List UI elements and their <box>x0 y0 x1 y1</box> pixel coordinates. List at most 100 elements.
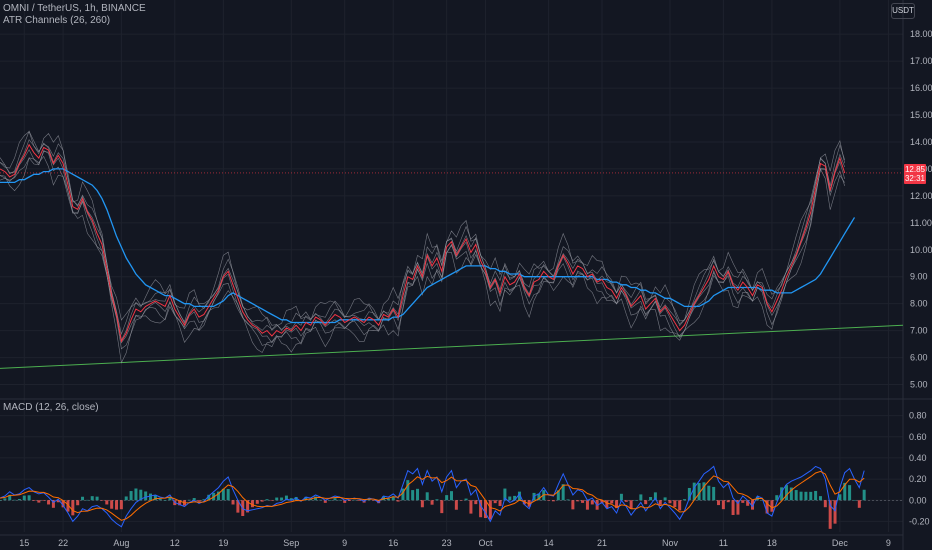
price-axis-label: 11.00 <box>910 218 932 228</box>
macd-histogram-bar <box>386 498 390 501</box>
time-axis-label: Dec <box>832 538 849 548</box>
macd-axis-label: 0.40 <box>909 453 927 463</box>
macd-histogram-bar <box>503 488 507 501</box>
macd-histogram-bar <box>561 484 565 501</box>
macd-histogram-bar <box>498 500 502 506</box>
macd-histogram-bar <box>610 500 614 504</box>
macd-histogram-bar <box>780 487 784 501</box>
macd-histogram-bar <box>47 500 51 505</box>
last-price-tag: 12.85 32:31 <box>904 163 926 184</box>
macd-histogram-bar <box>314 496 318 501</box>
macd-histogram-bar <box>280 497 284 501</box>
macd-histogram-bar <box>746 500 750 506</box>
atr-channel-lower-band <box>0 150 845 350</box>
macd-histogram-bar <box>13 499 17 501</box>
macd-histogram-bar <box>707 485 711 501</box>
trendline <box>0 324 904 369</box>
atr-channel-upper-band <box>0 130 845 336</box>
macd-histogram-bar <box>799 491 803 501</box>
currency-button[interactable]: USDT <box>891 3 915 19</box>
macd-histogram-bar <box>81 496 85 501</box>
macd-histogram-bar <box>702 482 706 501</box>
macd-histogram-bar <box>794 490 798 501</box>
time-axis-label: 23 <box>442 538 452 548</box>
time-axis-label: 9 <box>342 538 347 548</box>
macd-histogram-bar <box>231 500 235 505</box>
macd-histogram-bar <box>479 500 483 518</box>
macd-histogram-bar <box>639 494 643 501</box>
macd-histogram-bar <box>848 485 852 501</box>
macd-histogram-bar <box>202 499 206 501</box>
macd-histogram-bar <box>862 489 866 501</box>
time-axis-label: Aug <box>113 538 129 548</box>
price-axis-label: 16.00 <box>910 83 932 93</box>
price-axis-label: 7.00 <box>910 326 928 336</box>
macd-histogram-bar <box>852 500 856 501</box>
macd-histogram-bar <box>318 499 322 501</box>
macd-histogram-bar <box>3 498 7 501</box>
macd-histogram-bar <box>823 500 827 508</box>
macd-histogram-bar <box>411 490 415 501</box>
macd-histogram-bar <box>90 496 94 501</box>
macd-histogram-bar <box>537 493 541 501</box>
macd-histogram-bar <box>765 500 769 514</box>
macd-histogram-bar <box>168 497 172 501</box>
macd-histogram-bar <box>692 482 696 501</box>
macd-histogram-bar <box>401 488 405 501</box>
macd-histogram-bar <box>304 496 308 501</box>
macd-histogram-bar <box>216 491 220 501</box>
indicator-title-macd[interactable]: MACD (12, 26, close) <box>3 402 99 413</box>
macd-histogram-bar <box>619 493 623 501</box>
price-axis-label: 17.00 <box>910 56 932 66</box>
macd-histogram-bar <box>522 500 526 505</box>
macd-histogram-bar <box>323 500 327 503</box>
price-axis-label: 5.00 <box>910 380 928 390</box>
indicator-title-atr[interactable]: ATR Channels (26, 260) <box>3 15 111 26</box>
macd-histogram-bar <box>775 495 779 501</box>
time-axis-label: 19 <box>218 538 228 548</box>
macd-histogram-bar <box>547 500 551 501</box>
last-price: 12.85 <box>904 164 926 174</box>
macd-histogram-bar <box>435 499 439 501</box>
macd-histogram-bar <box>571 500 575 510</box>
macd-axis-label: 0.20 <box>909 474 927 484</box>
macd-histogram-bar <box>474 500 478 505</box>
macd-histogram-bar <box>450 491 453 501</box>
macd-histogram-bar <box>328 500 332 501</box>
time-axis-label: Nov <box>662 538 679 548</box>
macd-histogram-bar <box>396 500 400 502</box>
macd-histogram-bar <box>513 495 517 501</box>
macd-histogram-bar <box>56 500 60 503</box>
macd-histogram-bar <box>66 500 70 512</box>
macd-histogram-bar <box>551 500 555 502</box>
macd-histogram-bar <box>459 500 463 501</box>
macd-histogram-bar <box>27 495 31 501</box>
price-axis-label: 6.00 <box>910 353 928 363</box>
macd-histogram-bar <box>469 500 473 514</box>
macd-histogram-bar <box>678 500 682 511</box>
time-axis-label: 15 <box>19 538 29 548</box>
macd-histogram-bar <box>95 496 99 501</box>
macd-histogram-bar <box>760 499 764 501</box>
macd-histogram-bar <box>338 499 342 501</box>
symbol-title[interactable]: OMNI / TetherUS, 1h, BINANCE <box>3 3 146 14</box>
macd-histogram-bar <box>517 491 521 501</box>
price-axis-label: 10.00 <box>910 245 932 255</box>
macd-histogram-bar <box>663 497 667 501</box>
time-axis-label: 21 <box>597 538 607 548</box>
macd-histogram-bar <box>818 496 822 501</box>
macd-histogram-bar <box>192 498 196 501</box>
macd-histogram-bar <box>483 500 487 519</box>
macd-histogram-bar <box>129 491 133 501</box>
macd-histogram-bar <box>187 499 191 501</box>
macd-histogram-bar <box>726 500 730 503</box>
time-axis-label: 11 <box>719 538 728 548</box>
macd-histogram-bar <box>857 500 861 508</box>
macd-histogram-bar <box>255 500 259 504</box>
macd-histogram-bar <box>372 500 376 501</box>
macd-histogram-bar <box>85 499 89 501</box>
macd-histogram-bar <box>527 500 531 507</box>
macd-histogram-bar <box>590 500 594 505</box>
macd-histogram-bar <box>454 500 458 510</box>
